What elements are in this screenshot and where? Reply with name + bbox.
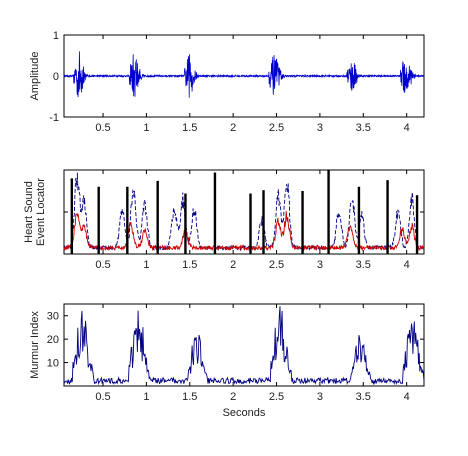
x-tick-label: 2	[230, 122, 236, 134]
x-tick-label: 3	[317, 122, 323, 134]
x-tick-label: 4	[404, 122, 410, 134]
x-tick-label: 3.5	[356, 122, 371, 134]
x-tick-label: 3	[317, 391, 323, 403]
envelope-series-red	[63, 210, 425, 252]
x-tick-label: 1.5	[182, 122, 197, 134]
x-tick-label: 4	[404, 391, 410, 403]
y-tick-label: -1	[49, 112, 59, 124]
envelope-series-dashed	[63, 172, 425, 252]
y-axis-label: Amplitude	[29, 52, 41, 101]
y-tick-label: 0	[53, 71, 59, 83]
y-tick-label: 10	[47, 358, 59, 370]
x-tick-label: 3	[317, 259, 323, 271]
x-tick-label: 1.5	[182, 259, 197, 271]
x-tick-label: 1.5	[182, 391, 197, 403]
x-tick-label: 2.5	[269, 259, 284, 271]
x-tick-label: 0.5	[95, 259, 110, 271]
x-axis-label: Seconds	[223, 407, 266, 419]
murmur-index-panel: 0.5 1 1.5 2 2.5 3 3.5 4 10 20 30 Murmur Index Second…	[29, 303, 425, 419]
x-tick-label: 0.5	[95, 122, 110, 134]
amplitude-panel: 0.5 1 1.5 2 2.5 3 3.5 4 -1 0 1 Amplitude	[29, 30, 425, 134]
murmur-index-series	[63, 306, 425, 386]
amplitude-waveform	[63, 51, 425, 98]
event-locator-panel: 0.5 1 1.5 2 2.5 3 3.5 4 Heart Sound Event Locator	[23, 169, 425, 271]
x-tick-label: 2.5	[269, 391, 284, 403]
x-tick-label: 2	[230, 259, 236, 271]
y-axis-label: Murmur Index	[29, 311, 41, 379]
x-tick-label: 1	[143, 259, 149, 271]
y-axis-label-line2: Event Locator	[35, 178, 47, 246]
x-tick-label: 1	[143, 391, 149, 403]
x-tick-label: 2	[230, 391, 236, 403]
y-tick-label: 20	[47, 334, 59, 346]
x-tick-label: 1	[143, 122, 149, 134]
x-tick-label: 2.5	[269, 122, 284, 134]
y-tick-label: 1	[53, 30, 59, 42]
y-tick-label: 30	[47, 311, 59, 323]
x-tick-label: 0.5	[95, 391, 110, 403]
plot-frame	[63, 169, 425, 255]
x-tick-label: 3.5	[356, 259, 371, 271]
plot-frame	[63, 303, 425, 387]
x-tick-label: 4	[404, 259, 410, 271]
x-tick-label: 3.5	[356, 391, 371, 403]
y-axis-label-line1: Heart Sound	[23, 181, 35, 243]
